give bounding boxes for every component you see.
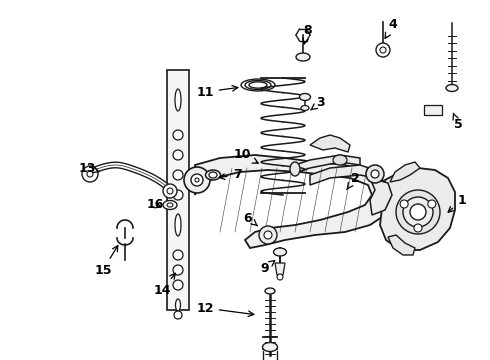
Polygon shape [380, 168, 455, 250]
Circle shape [174, 311, 182, 319]
Text: 9: 9 [261, 260, 275, 274]
Text: 16: 16 [147, 198, 164, 211]
Ellipse shape [263, 342, 277, 351]
Ellipse shape [175, 214, 181, 236]
Circle shape [264, 231, 272, 239]
Circle shape [195, 178, 199, 182]
Text: 12: 12 [196, 302, 254, 316]
Ellipse shape [265, 288, 275, 294]
Circle shape [259, 226, 277, 244]
Polygon shape [388, 235, 415, 255]
Circle shape [163, 184, 177, 198]
Ellipse shape [299, 94, 311, 100]
Bar [167, 70, 189, 310]
Circle shape [173, 170, 183, 180]
Ellipse shape [301, 105, 309, 111]
Ellipse shape [175, 89, 181, 111]
Text: 1: 1 [448, 194, 466, 212]
Text: 10: 10 [233, 148, 258, 163]
Ellipse shape [273, 248, 287, 256]
Ellipse shape [296, 53, 310, 61]
Circle shape [173, 250, 183, 260]
Polygon shape [390, 162, 420, 182]
Text: 11: 11 [196, 85, 238, 99]
Bar [424, 105, 442, 115]
Ellipse shape [209, 172, 217, 178]
Polygon shape [310, 165, 375, 185]
Polygon shape [295, 155, 360, 173]
Ellipse shape [205, 170, 221, 180]
Polygon shape [370, 178, 392, 215]
Text: 13: 13 [78, 162, 99, 175]
Circle shape [173, 130, 183, 140]
Circle shape [403, 197, 433, 227]
Circle shape [428, 200, 436, 208]
Ellipse shape [163, 201, 177, 210]
Text: 8: 8 [303, 23, 312, 44]
Circle shape [173, 280, 183, 290]
Circle shape [277, 274, 283, 280]
Ellipse shape [446, 85, 458, 91]
Circle shape [173, 265, 183, 275]
Circle shape [184, 167, 210, 193]
Circle shape [400, 200, 408, 208]
Ellipse shape [167, 203, 173, 207]
Circle shape [380, 47, 386, 53]
Circle shape [414, 224, 422, 232]
Circle shape [191, 174, 203, 186]
Text: 15: 15 [94, 246, 118, 276]
Circle shape [371, 170, 379, 178]
Circle shape [82, 166, 98, 182]
Circle shape [366, 165, 384, 183]
Text: 2: 2 [347, 171, 359, 190]
Circle shape [87, 171, 93, 177]
Text: 6: 6 [244, 211, 257, 226]
Ellipse shape [290, 162, 300, 176]
Polygon shape [195, 155, 392, 248]
Text: 5: 5 [453, 113, 463, 131]
Text: 14: 14 [153, 273, 175, 297]
Circle shape [396, 190, 440, 234]
Circle shape [173, 150, 183, 160]
Polygon shape [310, 135, 350, 152]
Ellipse shape [175, 299, 180, 311]
Text: 7: 7 [219, 168, 242, 181]
Ellipse shape [333, 155, 347, 165]
Circle shape [167, 188, 173, 194]
Circle shape [410, 204, 426, 220]
Text: 4: 4 [385, 18, 397, 39]
Circle shape [376, 43, 390, 57]
Text: 3: 3 [311, 96, 324, 110]
Polygon shape [275, 263, 285, 275]
Circle shape [173, 190, 183, 200]
